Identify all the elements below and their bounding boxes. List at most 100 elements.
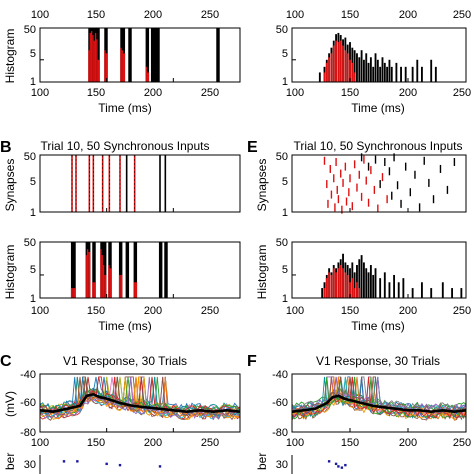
bar-highlight bbox=[323, 72, 326, 82]
vm-f-plot bbox=[291, 373, 467, 433]
bar-total bbox=[372, 274, 375, 298]
hist-a-xtick-100: 100 bbox=[31, 87, 49, 99]
bar-total bbox=[160, 242, 163, 298]
bar-highlight bbox=[328, 272, 331, 298]
bar-total bbox=[376, 59, 379, 82]
dots-f-ylabel: ber bbox=[255, 453, 269, 470]
top-tick-250: 250 bbox=[201, 9, 219, 21]
panel-label-b: B bbox=[0, 139, 12, 156]
bar-highlight bbox=[120, 47, 123, 82]
bar-highlight bbox=[325, 62, 328, 82]
bar-highlight bbox=[346, 274, 349, 298]
bar-highlight bbox=[73, 288, 76, 298]
bar-total bbox=[381, 57, 384, 82]
bar-total bbox=[365, 268, 368, 298]
bar-total bbox=[420, 66, 423, 82]
bar-highlight bbox=[330, 274, 333, 298]
hist-d-ytick-5: 5 bbox=[282, 48, 288, 60]
hist-b-ytick-50: 50 bbox=[24, 237, 36, 249]
dot-point bbox=[158, 465, 162, 468]
hist-e-xtick-150: 150 bbox=[341, 305, 359, 317]
top-tick-d-250: 250 bbox=[453, 9, 471, 21]
bar-total bbox=[153, 28, 156, 82]
bar-total bbox=[374, 268, 377, 298]
bar-highlight bbox=[70, 288, 74, 298]
bar-total bbox=[434, 66, 437, 82]
bar-highlight bbox=[94, 32, 98, 82]
dot-point bbox=[344, 463, 347, 467]
bar-highlight bbox=[104, 274, 107, 298]
bar-total bbox=[133, 242, 136, 298]
panel-b-title: Trial 10, 50 Synchronous Inputs bbox=[41, 139, 210, 153]
bar-highlight bbox=[93, 40, 96, 82]
hist-e-xtick-250: 250 bbox=[453, 305, 471, 317]
vm-f-ytick-40: -40 bbox=[272, 369, 288, 381]
hist-d-xtick-200: 200 bbox=[399, 87, 417, 99]
bar-total bbox=[358, 259, 361, 298]
hist-b-xtick-250: 250 bbox=[201, 305, 219, 317]
bar-total bbox=[125, 242, 128, 298]
hist-d-panel: 100 150 200 250 50 5 1 100 150 200 250 T… bbox=[276, 9, 471, 115]
trial-trace bbox=[291, 387, 467, 411]
bar-total bbox=[365, 53, 368, 82]
panel-label-e: E bbox=[247, 139, 258, 156]
bar-highlight bbox=[335, 40, 338, 82]
hist-a-xtick-150: 150 bbox=[87, 87, 105, 99]
bar-total bbox=[379, 66, 382, 82]
dot-point bbox=[118, 463, 122, 467]
bar-highlight bbox=[353, 72, 356, 82]
bar-total bbox=[154, 28, 158, 82]
bar-total bbox=[126, 242, 130, 298]
bar-highlight bbox=[105, 53, 108, 82]
vm-f-xtick-200: 200 bbox=[399, 437, 417, 449]
top-tick-150: 150 bbox=[87, 9, 105, 21]
bar-total bbox=[104, 242, 107, 298]
dot-point bbox=[337, 465, 340, 468]
dots-f-ytick-30: 30 bbox=[276, 459, 288, 471]
bar-total bbox=[420, 282, 423, 298]
bar-total bbox=[397, 282, 400, 298]
hist-b-ytick-1: 1 bbox=[30, 293, 36, 305]
top-tick-d-150: 150 bbox=[341, 9, 359, 21]
bar-highlight bbox=[97, 59, 100, 82]
vm-c-xtick-150: 150 bbox=[87, 437, 105, 449]
hist-a-xtick-250: 250 bbox=[201, 87, 219, 99]
raster-b-ytick-1: 1 bbox=[30, 207, 36, 219]
top-tick-d-200: 200 bbox=[399, 9, 417, 21]
raster-b-axes bbox=[39, 154, 241, 213]
bar-total bbox=[430, 288, 433, 298]
panel-b: B Trial 10, 50 Synchronous Inputs 50 5 1… bbox=[0, 139, 241, 333]
bar-total bbox=[356, 265, 358, 298]
bar-total bbox=[360, 255, 363, 298]
bar-total bbox=[73, 242, 76, 298]
hist-d-plot bbox=[291, 27, 467, 83]
hist-b-xtick-100: 100 bbox=[31, 305, 49, 317]
bar-total bbox=[372, 66, 375, 82]
panel-f-title: V1 Response, 30 Trials bbox=[316, 354, 440, 368]
dot-point bbox=[327, 460, 331, 463]
vm-f-xtick-250: 250 bbox=[453, 437, 471, 449]
bar-total bbox=[165, 242, 168, 298]
bar-highlight bbox=[339, 265, 342, 298]
raster-b-ytick-5: 5 bbox=[30, 176, 36, 188]
hist-d-xtick-250: 250 bbox=[453, 87, 471, 99]
bar-highlight bbox=[353, 288, 356, 298]
bar-total bbox=[353, 50, 356, 82]
hist-e-xtick-100: 100 bbox=[286, 305, 304, 317]
bar-highlight bbox=[121, 50, 124, 82]
raster-b-ytick-50: 50 bbox=[24, 151, 36, 163]
raster-e-ytick-1: 1 bbox=[282, 207, 288, 219]
vm-c-ylabel: (mV) bbox=[3, 391, 17, 417]
average-trace bbox=[39, 392, 241, 414]
dot-point bbox=[340, 466, 344, 469]
vm-c-xtick-100: 100 bbox=[31, 437, 49, 449]
hist-d-ytick-50: 50 bbox=[276, 24, 288, 36]
raster-e-ytick-50: 50 bbox=[276, 151, 288, 163]
bar-highlight bbox=[323, 288, 326, 298]
bar-total bbox=[120, 242, 123, 298]
bar-highlight bbox=[96, 39, 99, 82]
bar-total bbox=[157, 28, 160, 82]
bar-total bbox=[379, 278, 382, 298]
bar-highlight bbox=[100, 249, 103, 298]
raster-e-plot bbox=[291, 153, 467, 214]
